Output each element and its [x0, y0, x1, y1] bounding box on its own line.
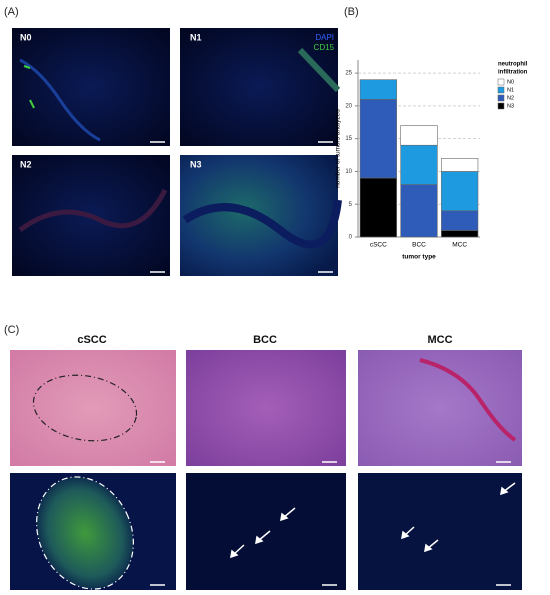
- x-tick-label: cSCC: [370, 242, 387, 249]
- column-title: MCC: [427, 334, 452, 346]
- legend-label: N0: [507, 79, 514, 85]
- bar-segment: [400, 184, 438, 238]
- y-axis-label: number of tumors analyzed: [335, 109, 342, 188]
- panel-label: (B): [344, 6, 359, 18]
- bar-segment: [441, 230, 479, 238]
- image: [358, 350, 522, 466]
- legend-swatch: [497, 94, 505, 102]
- column-title: cSCC: [77, 334, 106, 346]
- panel-title: N0: [20, 32, 32, 42]
- panel-title: N1: [190, 32, 202, 42]
- y-tick-label: 15: [345, 136, 352, 142]
- panel-title: N3: [190, 159, 202, 169]
- legend-swatch: [497, 86, 505, 94]
- bar-segment: [441, 210, 479, 231]
- bar-segment: [359, 177, 397, 238]
- legend-title: infiltration: [498, 70, 528, 76]
- legend-swatch: [497, 102, 505, 110]
- image: [186, 350, 346, 466]
- image: [180, 28, 338, 146]
- histology-panels: cSCC BCC MCC: [10, 334, 522, 590]
- x-tick-label: MCC: [452, 242, 467, 249]
- stain-label: DAPI: [315, 33, 334, 42]
- bar-segment: [400, 125, 438, 146]
- image: [10, 350, 176, 466]
- legend-swatch: [497, 78, 505, 86]
- panel-label: (A): [4, 6, 19, 18]
- fluorescence-panels: N0 N1 N2 N3 DAPI CD15: [12, 28, 342, 276]
- legend-label: N2: [507, 95, 514, 101]
- column-title: BCC: [253, 334, 277, 346]
- legend-label: N3: [507, 103, 514, 109]
- stacked-bar-chart: 0 5 10 15 20 25 number of tumors analyzed tumor…: [335, 60, 528, 261]
- bar-segment: [359, 99, 397, 179]
- legend-label: N1: [507, 87, 514, 93]
- panel-label: (C): [4, 324, 19, 336]
- x-tick-label: BCC: [412, 242, 426, 249]
- y-tick-label: 5: [349, 202, 353, 208]
- bar-segment: [400, 144, 438, 185]
- image: [12, 28, 170, 146]
- y-tick-label: 0: [349, 235, 353, 241]
- stain-label: CD15: [314, 43, 335, 52]
- bar-segment: [441, 158, 479, 172]
- bar-segment: [441, 171, 479, 212]
- legend-title: neutrophil: [498, 62, 528, 68]
- y-tick-label: 20: [345, 103, 352, 109]
- bar-segment: [359, 79, 397, 100]
- y-tick-label: 25: [345, 71, 352, 77]
- x-axis-label: tumor type: [402, 254, 436, 261]
- panel-title: N2: [20, 159, 32, 169]
- image: [186, 473, 346, 590]
- y-tick-label: 10: [345, 169, 352, 175]
- image: [358, 473, 522, 590]
